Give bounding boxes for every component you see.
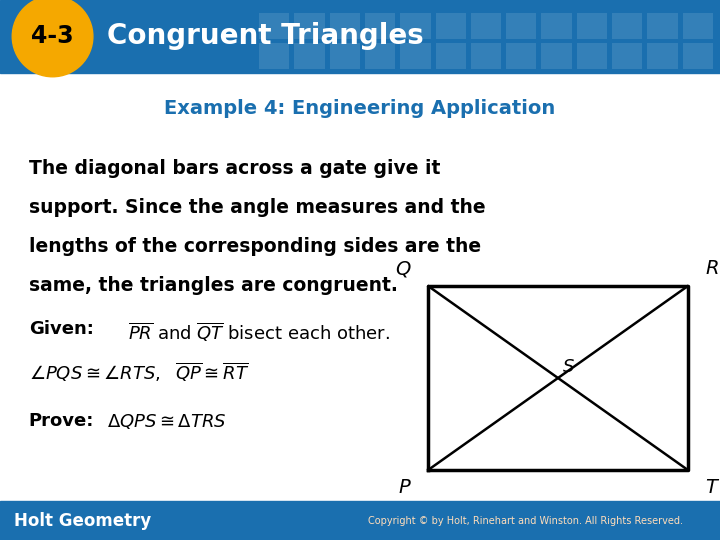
Bar — [647, 43, 678, 69]
Bar — [471, 14, 501, 39]
Bar — [330, 14, 360, 39]
Bar — [577, 14, 607, 39]
Text: P: P — [399, 478, 410, 497]
Bar — [506, 14, 536, 39]
Bar — [647, 14, 678, 39]
Text: lengths of the corresponding sides are the: lengths of the corresponding sides are t… — [29, 237, 481, 256]
Text: $\angle PQS \cong \angle RTS,$  $\overline{QP} \cong \overline{RT}$: $\angle PQS \cong \angle RTS,$ $\overlin… — [29, 361, 249, 384]
Bar — [400, 14, 431, 39]
Bar — [541, 43, 572, 69]
Bar — [0, 501, 720, 540]
Text: Prove:: Prove: — [29, 412, 94, 430]
Text: $\Delta QPS \cong \Delta TRS$: $\Delta QPS \cong \Delta TRS$ — [107, 412, 226, 431]
Text: $\overline{PR}$ and $\overline{QT}$ bisect each other.: $\overline{PR}$ and $\overline{QT}$ bise… — [128, 320, 390, 343]
Text: R: R — [706, 259, 719, 278]
Text: Copyright © by Holt, Rinehart and Winston. All Rights Reserved.: Copyright © by Holt, Rinehart and Winsto… — [368, 516, 683, 525]
Bar — [294, 14, 325, 39]
Bar — [612, 14, 642, 39]
Text: Q: Q — [395, 259, 410, 278]
Text: S: S — [563, 358, 575, 376]
Bar — [577, 43, 607, 69]
Bar — [471, 43, 501, 69]
Bar — [541, 14, 572, 39]
Bar — [436, 43, 466, 69]
Bar — [683, 43, 713, 69]
Bar — [683, 14, 713, 39]
Text: Holt Geometry: Holt Geometry — [14, 511, 152, 530]
Bar — [400, 43, 431, 69]
Bar — [365, 43, 395, 69]
Bar — [612, 43, 642, 69]
Bar — [259, 14, 289, 39]
Text: Example 4: Engineering Application: Example 4: Engineering Application — [164, 98, 556, 118]
Bar — [0, 0, 720, 73]
Bar — [259, 43, 289, 69]
Bar — [294, 43, 325, 69]
Bar — [436, 14, 466, 39]
Ellipse shape — [12, 0, 93, 77]
Text: The diagonal bars across a gate give it: The diagonal bars across a gate give it — [29, 159, 440, 178]
Text: support. Since the angle measures and the: support. Since the angle measures and th… — [29, 198, 485, 217]
Text: Congruent Triangles: Congruent Triangles — [107, 23, 423, 50]
Bar — [506, 43, 536, 69]
Text: T: T — [706, 478, 717, 497]
Bar — [330, 43, 360, 69]
Text: 4-3: 4-3 — [31, 24, 74, 49]
Text: same, the triangles are congruent.: same, the triangles are congruent. — [29, 276, 397, 295]
Text: Given:: Given: — [29, 320, 94, 338]
Bar — [365, 14, 395, 39]
